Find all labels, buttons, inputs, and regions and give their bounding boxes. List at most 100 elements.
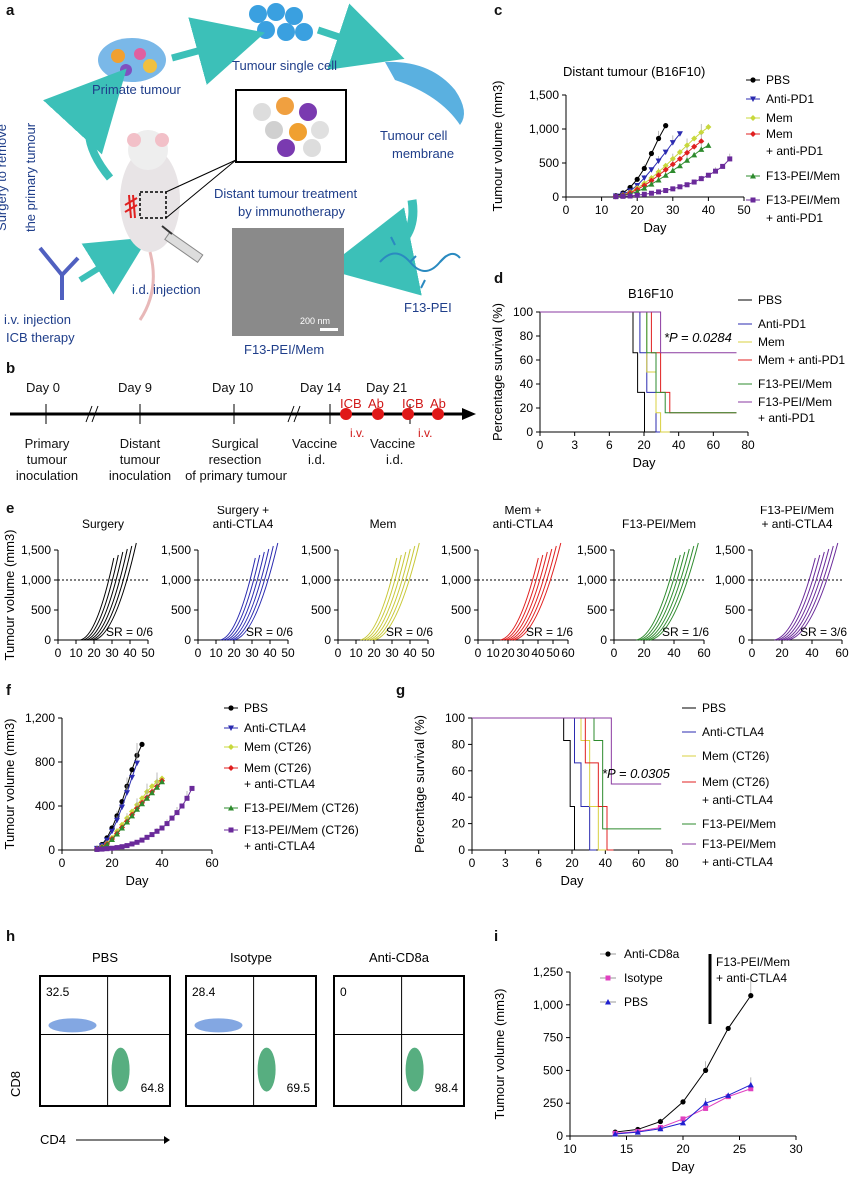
h0-lr: 64.8 — [141, 1081, 165, 1095]
f-point — [109, 836, 115, 843]
g-ytick-label: 60 — [452, 764, 466, 778]
c-legend-marker — [750, 115, 756, 121]
c-point — [634, 176, 640, 182]
g-xtick-label: 40 — [599, 856, 613, 870]
f-point — [104, 846, 110, 852]
d-ytick-label: 80 — [520, 329, 534, 343]
e1-curve — [225, 551, 265, 641]
panel-label-a: a — [6, 2, 15, 19]
e0-ytick-label: 1,500 — [21, 543, 51, 557]
c-legend-marker — [750, 197, 756, 203]
e0-ytick-label: 1,000 — [21, 573, 51, 587]
e3-sr: SR = 1/6 — [526, 625, 573, 639]
f-point — [129, 812, 135, 819]
i-xtick-label: 10 — [563, 1142, 577, 1156]
g-xtick-label: 60 — [632, 856, 646, 870]
i-annotation: + anti-CTLA4 — [716, 971, 787, 985]
i-point — [725, 1092, 732, 1098]
tem-caption: F13-PEI/Mem — [244, 342, 325, 357]
i-xtick-label: 25 — [733, 1142, 747, 1156]
i-xtick-label: 30 — [789, 1142, 803, 1156]
f-legend-marker — [228, 765, 234, 771]
c-point — [669, 167, 676, 173]
g-ytick-label: 40 — [452, 790, 466, 804]
f-point — [139, 795, 145, 802]
e0-title: Surgery — [82, 517, 124, 531]
e0-xtick-label: 40 — [123, 646, 137, 660]
e3-xlabel: Day — [511, 663, 535, 666]
f-point — [139, 800, 145, 807]
tumour-single-cell-label: Tumour single cell — [232, 58, 338, 73]
event-0-line-0: Primary — [24, 436, 70, 451]
e3-title: anti-CTLA4 — [493, 517, 554, 531]
c-point — [648, 181, 655, 187]
surgery-label-2: the primary tumour — [23, 122, 39, 233]
c-point — [720, 163, 726, 169]
e3-ytick-label: 1,000 — [441, 573, 471, 587]
c-point — [634, 188, 641, 195]
c-point — [727, 156, 733, 162]
e3-xtick-label: 50 — [546, 646, 560, 660]
e1-ytick-label: 1,000 — [161, 573, 191, 587]
c-point — [662, 166, 669, 173]
e1-ytick-label: 1,500 — [161, 543, 191, 557]
d-xlabel: Day — [632, 455, 656, 470]
c-xtick-label: 0 — [563, 203, 570, 217]
i-point — [612, 1131, 619, 1137]
f-legend-0: PBS — [244, 701, 268, 715]
d-legend-5: F13-PEI/Mem — [758, 395, 832, 409]
chart-e: Tumour volume (mm3) 0 10 20 30 40 5005001,0001… — [2, 506, 849, 666]
panel-b-timeline — [10, 404, 476, 424]
i-point — [747, 1081, 754, 1088]
e4-xtick-label: 60 — [697, 646, 711, 660]
day-14: Day 14 — [300, 380, 342, 395]
d-xtick-label: 60 — [707, 438, 721, 452]
h-xlabel: CD4 — [40, 1132, 66, 1147]
c-point — [641, 175, 648, 181]
h0-title: PBS — [92, 950, 118, 965]
e1-xtick-label: 20 — [227, 646, 241, 660]
event-2-line-1: resection — [208, 452, 262, 467]
f-legend-5: F13-PEI/Mem (CT26) — [244, 801, 359, 815]
day-10: Day 10 — [212, 380, 254, 395]
f-point — [159, 778, 165, 785]
d-ytick-label: 0 — [526, 425, 533, 439]
e1-ytick-label: 500 — [171, 603, 191, 617]
h2-frame — [333, 975, 465, 1107]
f-legend-2: Mem (CT26) — [244, 740, 311, 754]
primate-tumour-cluster — [98, 38, 166, 82]
e2-xtick-label: 40 — [403, 646, 417, 660]
d-legend-3: Mem + anti-PD1 — [758, 353, 845, 367]
c-point — [648, 177, 655, 184]
h-xarrow-head — [164, 1136, 170, 1144]
e1-xtick-label: 40 — [263, 646, 277, 660]
f-point — [114, 831, 120, 837]
d-xtick-label: 20 — [637, 438, 651, 452]
inset-cells — [253, 97, 329, 157]
f-point — [124, 790, 130, 796]
event-4-line-1: i.d. — [386, 452, 404, 467]
panel-label-e: e — [6, 500, 15, 517]
f-point — [174, 810, 180, 816]
i-legend-marker — [605, 951, 611, 957]
e1-xlabel: Day — [231, 663, 255, 666]
d-legend-4: F13-PEI/Mem — [758, 377, 832, 391]
i-point — [634, 1129, 641, 1135]
i-ytick-label: 250 — [543, 1096, 563, 1110]
f-legend-4: + anti-CTLA4 — [244, 777, 315, 791]
c-point — [641, 185, 648, 191]
c-ylabel: Tumour volume (mm3) — [490, 81, 505, 212]
c-series-4 — [612, 142, 712, 199]
e0-curve — [85, 551, 124, 641]
f-point — [134, 806, 140, 812]
d-curve-3 — [540, 311, 737, 414]
f-point — [99, 846, 105, 852]
iv-2: i.v. — [418, 426, 433, 440]
c-legend-marker — [750, 77, 756, 83]
e1-title: anti-CTLA4 — [213, 517, 274, 531]
d-legend-6: + anti-PD1 — [758, 411, 815, 425]
e5-curve — [785, 545, 834, 641]
c-point — [627, 193, 633, 199]
chart-f: 0 20 40 60 0 400 800 1,200 Day Tumour volume (mm3… — [2, 701, 359, 888]
c-point — [713, 168, 719, 174]
